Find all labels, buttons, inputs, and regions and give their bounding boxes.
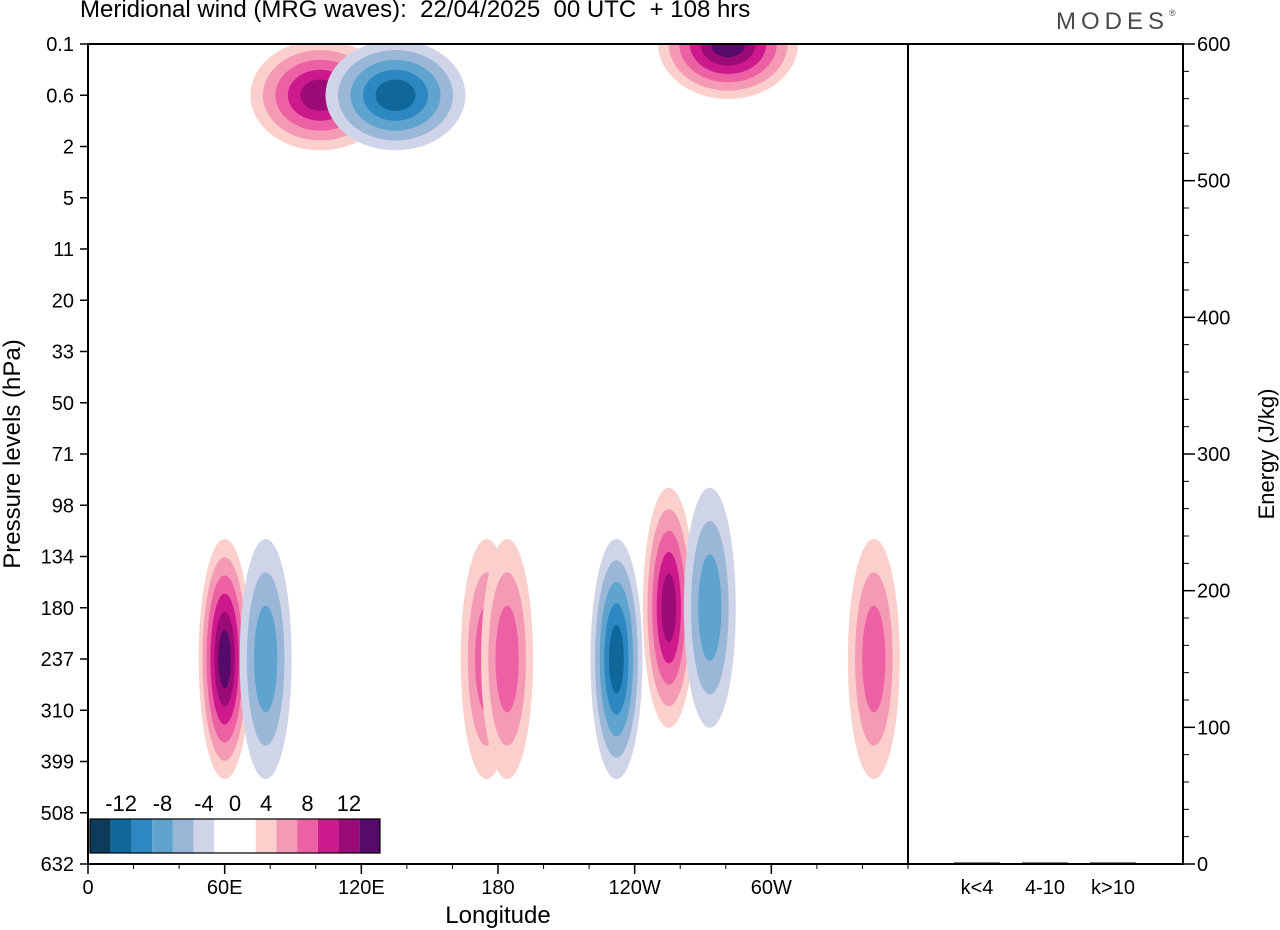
contour-level [218, 629, 231, 689]
y-tick-label: 0.1 [46, 34, 74, 56]
positive-wind-feature [481, 539, 534, 779]
contour-level [862, 605, 886, 713]
x-tick-label: 120E [338, 877, 385, 899]
contour-level [698, 554, 722, 662]
colorbar-swatch [152, 819, 173, 853]
energy-tick-label: 300 [1197, 444, 1230, 466]
contour-level [495, 605, 519, 713]
x-tick-label: 0 [82, 877, 93, 899]
colorbar-swatch [193, 819, 215, 853]
colorbar-swatch [317, 819, 339, 853]
energy-category-label: k>10 [1091, 877, 1135, 899]
y-tick-label: 98 [52, 495, 74, 517]
colorbar-swatch [172, 819, 194, 853]
positive-wind-feature [642, 487, 695, 728]
colorbar-legend: -12 -8 -4 0 4 8 12 [89, 791, 381, 854]
contour-level [254, 605, 278, 713]
negative-wind-feature [590, 539, 643, 779]
energy-category-label: k<4 [961, 877, 994, 899]
colorbar-label: -4 [194, 791, 214, 816]
brand-name: MODES [1056, 8, 1170, 35]
negative-wind-feature [239, 539, 292, 779]
y-tick-label: 11 [53, 239, 74, 261]
y-tick-label: 33 [52, 342, 74, 364]
y-tick-label: 134 [41, 547, 74, 569]
longitude-axis: 0 60E 120E 180 120W 60W [82, 864, 909, 899]
y-tick-label: 0.6 [46, 85, 74, 107]
positive-wind-feature [658, 44, 799, 99]
x-tick-label: 120W [609, 877, 661, 899]
contour-level [609, 624, 624, 694]
pressure-axis: 0.1 0.6 2 5 11 20 33 50 71 98 134 180 237 310 399 508 63… [41, 34, 88, 876]
colorbar-label: 4 [260, 791, 272, 816]
modes-logo: MODES® [1056, 8, 1176, 36]
energy-axis-label: Energy (J/kg) [1254, 389, 1279, 520]
colorbar-label: -8 [153, 791, 173, 816]
colorbar-swatch [255, 819, 277, 853]
energy-tick-label: 0 [1197, 854, 1208, 876]
colorbar-swatch [338, 819, 360, 853]
x-tick-label: 60W [751, 877, 792, 899]
y-tick-label: 180 [41, 598, 74, 620]
y-tick-label: 5 [63, 188, 74, 210]
x-axis-label: Longitude [445, 902, 550, 929]
y-tick-label: 399 [41, 752, 74, 774]
energy-plot-frame [907, 43, 1184, 865]
colorbar-swatch [297, 819, 318, 853]
wind-contour-field [198, 44, 900, 779]
colorbar-label: 0 [229, 791, 241, 816]
positive-wind-feature [198, 539, 251, 779]
colorbar-label: 8 [301, 791, 313, 816]
contour-level [375, 79, 416, 111]
colorbar-swatch [359, 819, 380, 853]
x-tick-label: 180 [481, 877, 514, 899]
y-tick-label: 2 [63, 137, 74, 159]
y-tick-label: 632 [41, 854, 74, 876]
colorbar-swatch [276, 819, 298, 853]
negative-wind-feature [683, 487, 736, 728]
energy-tick-label: 100 [1197, 717, 1230, 739]
y-tick-label: 71 [52, 444, 74, 466]
colorbar-swatch [90, 819, 111, 853]
positive-wind-feature [847, 539, 900, 779]
energy-panel: 0 100 200 300 400 500 600 k<4 4-10 k>10 [907, 34, 1230, 899]
contour-level [661, 573, 677, 643]
y-tick-label: 20 [52, 290, 74, 312]
energy-tick-label: 200 [1197, 581, 1230, 603]
colorbar-swatch [110, 819, 132, 853]
energy-tick-label: 500 [1197, 171, 1230, 193]
colorbar-label: -12 [105, 791, 137, 816]
negative-wind-feature [325, 44, 466, 151]
x-tick-label: 60E [207, 877, 243, 899]
colorbar-label: 12 [337, 791, 361, 816]
energy-category-label: 4-10 [1025, 877, 1065, 899]
contour-level [711, 44, 746, 58]
colorbar-swatch [131, 819, 153, 853]
colorbar-swatch [235, 819, 256, 853]
registered-mark: ® [1169, 8, 1176, 18]
energy-tick-label: 600 [1197, 34, 1230, 56]
y-axis-label: Pressure levels (hPa) [0, 339, 26, 568]
y-tick-label: 310 [41, 700, 74, 722]
energy-tick-label: 400 [1197, 307, 1230, 329]
y-tick-label: 50 [52, 393, 74, 415]
chart-title: Meridional wind (MRG waves): 22/04/2025 … [80, 0, 751, 23]
colorbar-frame [89, 818, 381, 854]
y-tick-label: 237 [41, 649, 74, 671]
colorbar-swatch [214, 819, 235, 853]
y-tick-label: 508 [41, 803, 74, 825]
